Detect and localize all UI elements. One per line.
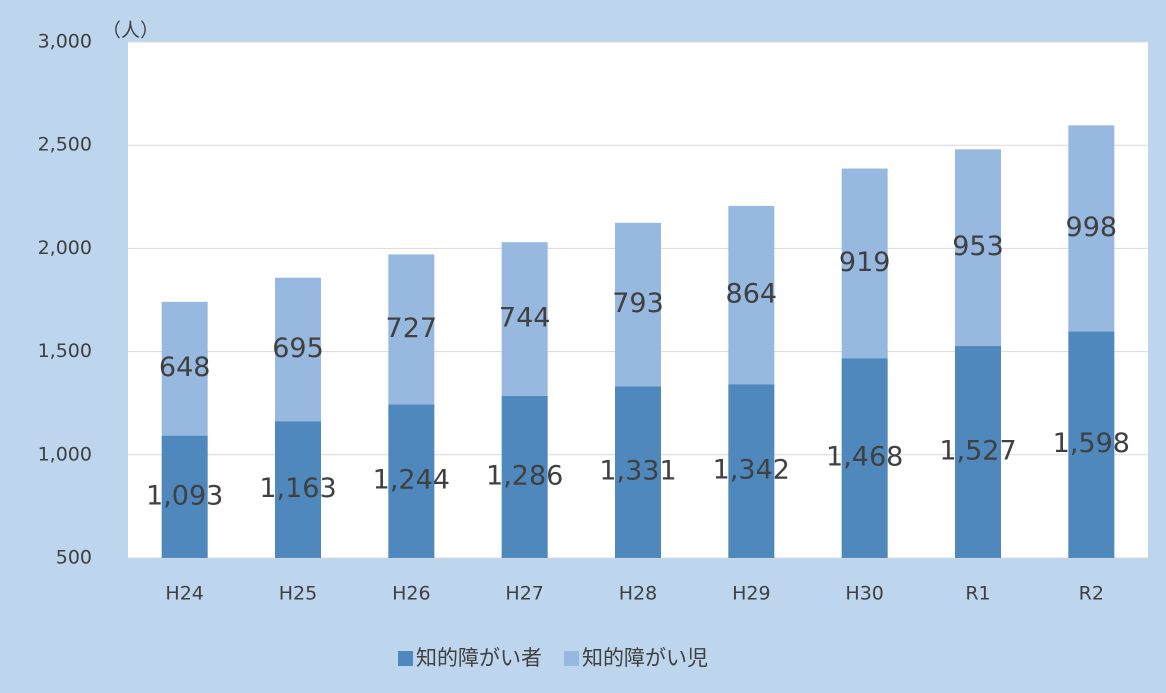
bar-segment (955, 346, 1001, 558)
data-label: 1,468 (826, 442, 903, 473)
data-label: 727 (386, 313, 438, 344)
legend-swatch (398, 651, 413, 666)
bar-segment (955, 149, 1001, 347)
data-label: 695 (272, 333, 324, 364)
bar-segment (388, 254, 435, 405)
data-label: 1,286 (486, 460, 563, 491)
x-tick-label: H24 (165, 583, 203, 605)
data-label: 1,342 (713, 455, 790, 486)
bar-segment (161, 435, 208, 558)
y-tick-label: 2,000 (38, 237, 92, 259)
bar-segment (728, 384, 775, 558)
y-unit: （人） (102, 20, 159, 42)
data-label: 1,244 (373, 465, 450, 496)
x-tick-label: H28 (619, 583, 657, 605)
x-tick-label: H30 (845, 583, 883, 605)
bar-segment (615, 386, 661, 558)
bar-segment (1068, 331, 1115, 558)
bar-segment (615, 222, 661, 387)
data-label: 953 (952, 231, 1004, 262)
x-tick-label: R2 (1079, 583, 1104, 605)
x-tick-label: H25 (279, 583, 317, 605)
data-label: 1,331 (599, 456, 676, 487)
y-tick-label: 3,000 (38, 31, 92, 53)
data-label: 1,527 (939, 436, 1016, 467)
bar-segment (1068, 125, 1115, 332)
bar-segment (501, 242, 548, 396)
data-label: 793 (612, 288, 664, 319)
data-label: 919 (839, 247, 891, 278)
y-tick-label: 1,500 (38, 340, 92, 362)
bar-segment (501, 395, 548, 558)
data-label: 1,163 (259, 473, 336, 504)
bar-segment (841, 358, 888, 558)
data-label: 1,093 (146, 480, 223, 511)
y-tick-label: 1,000 (38, 443, 92, 465)
x-tick-label: H26 (392, 583, 430, 605)
bar-segment (275, 277, 321, 422)
y-tick-label: 2,500 (38, 134, 92, 156)
legend-swatch (564, 651, 579, 666)
bar-segment (275, 421, 321, 558)
data-label: 1,598 (1053, 428, 1130, 459)
data-label: 998 (1066, 212, 1118, 243)
data-label: 648 (159, 352, 211, 383)
y-tick-label: 500 (56, 547, 92, 569)
bar-segment (161, 301, 208, 436)
legend-label: 知的障がい児 (582, 646, 708, 670)
data-label: 864 (726, 279, 778, 310)
x-tick-label: H29 (732, 583, 770, 605)
bar-segment (841, 168, 888, 359)
x-tick-label: R1 (965, 583, 990, 605)
bar-segment (728, 205, 775, 385)
data-label: 744 (499, 302, 551, 333)
bar-segment (388, 404, 435, 558)
x-tick-label: H27 (505, 583, 543, 605)
legend-label: 知的障がい者 (416, 646, 542, 670)
